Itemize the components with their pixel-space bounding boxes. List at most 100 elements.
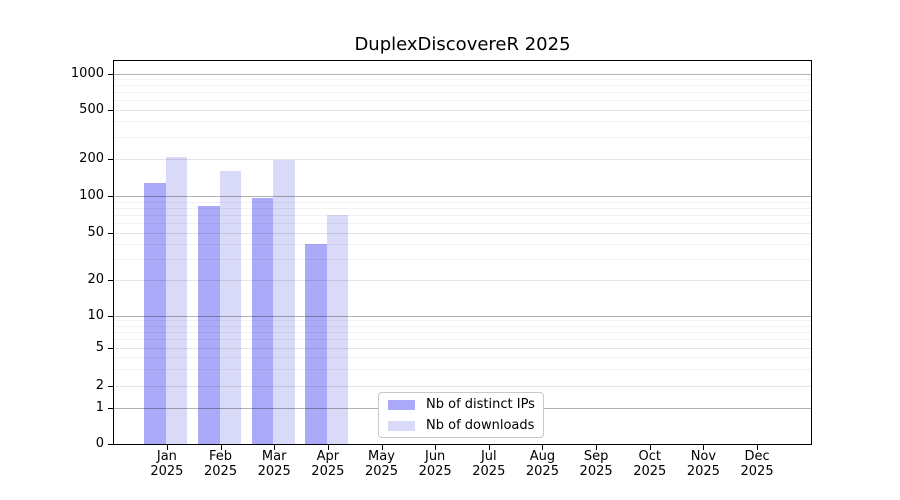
gridline-major-1000 — [114, 73, 811, 75]
gridline-tick-500 — [114, 109, 811, 111]
bar-nb-of-downloads-mar — [273, 159, 295, 444]
gridline-minor-8 — [114, 325, 811, 327]
x-tick-month: Jan — [156, 449, 177, 464]
x-tick-month: Apr — [316, 449, 340, 464]
bar-nb-of-distinct-ips-jan — [144, 183, 166, 444]
gridline-minor-80 — [114, 207, 811, 209]
x-tick-year: 2025 — [579, 463, 613, 479]
y-tick-label-1000: 1000 — [70, 65, 104, 81]
x-tick-year: 2025 — [204, 463, 238, 479]
y-tick-2 — [108, 385, 114, 387]
gridline-tick-50 — [114, 232, 811, 234]
x-tick-feb — [220, 444, 222, 450]
y-tick-50 — [108, 232, 114, 234]
x-tick-month: Feb — [209, 449, 233, 464]
legend-row-downloads: Nb of downloads — [388, 418, 543, 433]
y-tick-1000 — [108, 73, 114, 75]
bar-nb-of-downloads-feb — [219, 170, 242, 444]
x-tick-aug — [542, 444, 544, 450]
gridline-minor-400 — [114, 121, 811, 123]
x-tick-jul — [488, 444, 490, 450]
gridline-minor-70 — [114, 214, 811, 216]
x-tick-month: Jul — [480, 449, 497, 464]
legend: Nb of distinct IPs Nb of downloads — [378, 392, 544, 438]
x-tick-year: 2025 — [418, 463, 452, 479]
x-tick-apr — [327, 444, 329, 450]
bars-layer — [114, 61, 811, 444]
x-tick-year: 2025 — [472, 463, 506, 479]
y-tick-20 — [108, 280, 114, 281]
legend-label-distinct-ips: Nb of distinct IPs — [426, 397, 535, 412]
legend-row-distinct-ips: Nb of distinct IPs — [388, 397, 543, 412]
y-tick-label-200: 200 — [79, 150, 104, 166]
x-tick-label-oct: Oct 2025 — [622, 449, 678, 479]
x-tick-month: Aug — [529, 449, 556, 464]
gridline-minor-900 — [114, 78, 811, 80]
y-tick-label-0: 0 — [95, 436, 104, 451]
x-tick-label-apr: Apr 2025 — [300, 449, 356, 479]
x-tick-year: 2025 — [257, 463, 291, 479]
y-tick-100 — [108, 196, 114, 197]
legend-swatch-distinct-ips — [388, 399, 415, 410]
x-tick-month: Oct — [638, 449, 661, 464]
gridline-minor-800 — [114, 85, 811, 87]
y-tick-label-50: 50 — [87, 224, 104, 240]
x-tick-label-sep: Sep 2025 — [568, 449, 624, 479]
gridlines-layer — [114, 61, 811, 444]
y-tick-label-500: 500 — [79, 101, 104, 117]
x-tick-year: 2025 — [311, 463, 345, 479]
x-tick-mar — [274, 444, 276, 450]
x-tick-month: May — [368, 449, 395, 464]
x-tick-jun — [435, 444, 437, 450]
y-tick-200 — [108, 158, 114, 160]
x-tick-label-jul: Jul 2025 — [461, 449, 517, 479]
x-tick-label-feb: Feb 2025 — [193, 449, 249, 479]
gridline-major-10 — [114, 315, 811, 317]
gridline-minor-9 — [114, 320, 811, 322]
x-tick-month: Dec — [744, 449, 770, 464]
x-tick-label-mar: Mar 2025 — [246, 449, 302, 479]
gridline-minor-3 — [114, 368, 811, 370]
x-tick-month: Mar — [261, 449, 287, 464]
gridline-minor-60 — [114, 222, 811, 224]
gridline-minor-6 — [114, 339, 811, 341]
x-tick-label-may: May 2025 — [354, 449, 410, 479]
gridline-minor-40 — [114, 244, 811, 246]
x-tick-may — [381, 444, 383, 450]
gridline-minor-30 — [114, 258, 811, 260]
y-tick-1 — [108, 408, 114, 409]
x-tick-nov — [703, 444, 705, 450]
y-tick-500 — [108, 109, 114, 111]
gridline-tick-5 — [114, 348, 811, 349]
bar-nb-of-distinct-ips-apr — [305, 244, 327, 444]
y-tick-5 — [108, 348, 114, 349]
gridline-tick-20 — [114, 280, 811, 281]
gridline-tick-2 — [114, 385, 811, 387]
gridline-minor-7 — [114, 332, 811, 334]
x-tick-oct — [649, 444, 651, 450]
y-tick-label-1: 1 — [95, 400, 104, 415]
x-tick-year: 2025 — [364, 463, 399, 479]
y-tick-label-5: 5 — [95, 340, 104, 355]
x-tick-label-nov: Nov 2025 — [675, 449, 731, 479]
gridline-tick-200 — [114, 158, 811, 160]
gridline-minor-600 — [114, 100, 811, 102]
x-tick-month: Jun — [424, 449, 446, 464]
bar-nb-of-distinct-ips-mar — [251, 198, 274, 444]
x-tick-jan — [166, 444, 168, 450]
chart-title: DuplexDiscovereR 2025 — [354, 34, 571, 55]
gridline-minor-4 — [114, 357, 811, 359]
gridline-minor-90 — [114, 201, 811, 203]
x-tick-label-jun: Jun 2025 — [407, 449, 463, 479]
gridline-minor-300 — [114, 136, 811, 138]
x-tick-label-dec: Dec 2025 — [729, 449, 785, 479]
x-tick-sep — [596, 444, 598, 450]
plot-area — [113, 60, 812, 445]
bar-nb-of-downloads-jan — [165, 157, 188, 444]
legend-swatch-downloads — [388, 420, 415, 431]
x-tick-year: 2025 — [740, 463, 774, 479]
gridline-major-100 — [114, 196, 811, 197]
x-tick-label-jan: Jan 2025 — [139, 449, 195, 479]
y-tick-label-2: 2 — [95, 377, 104, 393]
